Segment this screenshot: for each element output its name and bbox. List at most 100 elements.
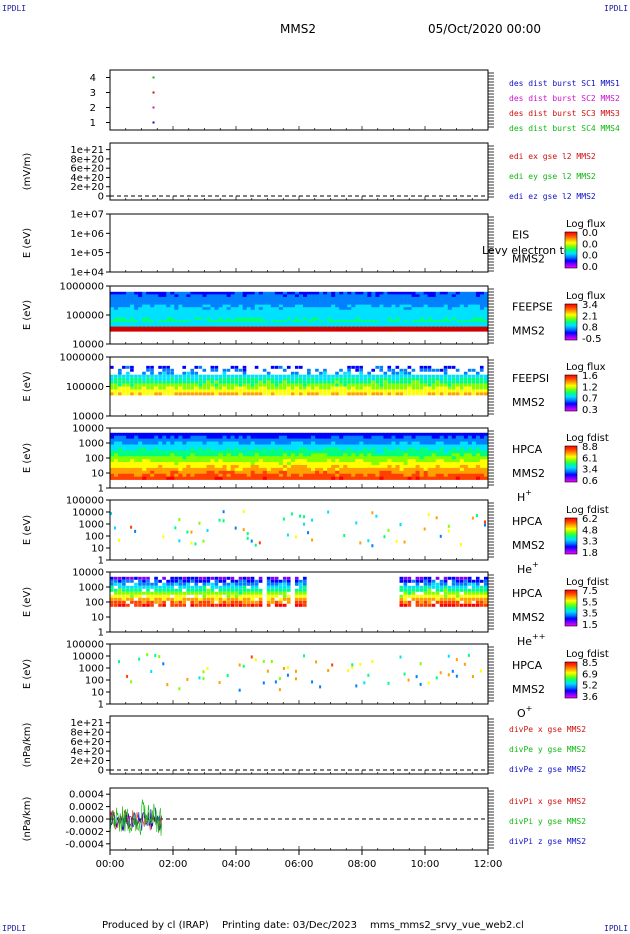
panel-hpca_he-cell	[246, 536, 249, 540]
panel-feepsi-cell	[463, 386, 468, 390]
panel-hpca_h-cell	[375, 456, 380, 460]
panel-feepse-cell	[335, 326, 340, 332]
panel-feepsi-cell	[210, 392, 215, 396]
panel-hpca_h-cell	[286, 473, 292, 477]
panel-feepse-cell	[198, 294, 203, 298]
panel-feepsi-cell	[138, 377, 142, 381]
panel-hpca_h-cell	[206, 456, 211, 460]
panel-feepse-cell	[130, 309, 135, 313]
panel-hpca_h-cell	[166, 435, 171, 439]
panel-hpca_h-cell	[126, 453, 131, 457]
panel-feepse-cell	[311, 304, 316, 308]
panel-feepsi-cell	[206, 392, 211, 396]
panel-feepse-cell	[138, 296, 143, 300]
panel-hpca_h-cell	[286, 467, 292, 472]
panel-feepse-cell	[206, 321, 211, 327]
panel-hpca_h-cell	[387, 473, 392, 477]
panel-hpca_h-cell	[250, 473, 256, 477]
panel-hpca_h-cell	[142, 453, 147, 457]
panel-hpca_h-cell	[347, 444, 352, 448]
panel-feepse-cell	[238, 309, 244, 313]
panel-feepsi-cell	[234, 374, 239, 378]
panel-hpca_h-cell	[194, 464, 199, 469]
panel-feepse-cell	[479, 309, 485, 313]
panel-feepse-cell	[158, 326, 163, 332]
panel-feepse-cell	[230, 304, 235, 308]
panel-feepsi-cell	[375, 374, 380, 378]
panel-hpca_h-cell	[447, 453, 453, 457]
panel-feepsi-cell	[463, 392, 468, 396]
panel-hpca_h-cell	[254, 438, 260, 442]
panel-feepsi-cell	[274, 380, 279, 384]
panel-feepsi-cell	[254, 380, 259, 384]
panel-feepsi-cell	[186, 377, 191, 381]
panel-feepse-cell	[206, 307, 211, 311]
panel-feepsi-cell	[359, 374, 363, 378]
panel-hpca_h-cell	[319, 467, 324, 472]
panel-hpca_h-cell	[447, 464, 453, 469]
panel-hpca_hepp-cell	[463, 600, 468, 604]
panel-hpca_hepp-cell	[443, 576, 448, 580]
panel-feepse-cell	[447, 299, 453, 303]
panel-feepse-cell	[146, 309, 151, 313]
panel-hpca_h-cell	[286, 435, 292, 439]
panel-feepsi-cell	[174, 389, 178, 393]
panel-feepse-cell	[319, 304, 324, 308]
panel-hpca_hepp-cell	[415, 582, 420, 586]
panel-hpca_h-cell	[299, 441, 304, 445]
panel-feepsi-cell	[479, 380, 484, 384]
panel-feepse-cell	[439, 312, 445, 316]
panel-feepsi-cell	[303, 392, 307, 396]
panel-feepsi-cell	[270, 380, 275, 384]
panel-hpca_h-cell	[351, 473, 356, 477]
panel-feepsi-cell	[451, 377, 456, 381]
panel-hpca_hepp-cell	[242, 579, 247, 583]
panel-feepsi-cell	[327, 383, 331, 387]
panel-hpca_hepp-cell	[202, 594, 207, 598]
panel-hpca_hepp-cell	[471, 597, 476, 601]
panel-hpca_h-cell	[443, 467, 449, 472]
panel-hpca_h-cell	[431, 476, 437, 480]
panel-hpca_hepp-cell	[110, 597, 114, 601]
panel-feepse-cell	[162, 304, 167, 308]
panel-hpca_h-cell	[395, 470, 400, 475]
panel-feepsi-cell	[238, 389, 243, 393]
panel-feepse-cell	[126, 317, 131, 321]
panel-feepse-cell	[186, 326, 191, 332]
panel-hpca_hepp-cell	[303, 603, 307, 607]
panel-feepsi-cell	[246, 386, 251, 390]
panel-hpca_o-cell	[218, 681, 221, 685]
panel-hpca_hepp-cell	[162, 594, 166, 598]
panel-hpca_h-cell	[391, 438, 396, 442]
panel-hpca_hepp-cell	[146, 597, 150, 601]
panel-feepse-cell	[158, 321, 163, 327]
panel-hpca_h-cell	[315, 438, 320, 442]
panel-hpca_hepp-cell	[158, 600, 162, 604]
panel-feepsi-cell	[142, 374, 146, 378]
panel-feepsi-cell	[146, 392, 150, 396]
panel-hpca_hepp-cell	[423, 591, 428, 595]
panel-hpca_h-cell	[162, 467, 167, 472]
panel-hpca_h-cell	[455, 453, 461, 457]
panel-feepsi-cell	[351, 383, 355, 387]
panel-hpca_hepp-cell	[254, 594, 259, 598]
panel-hpca_h-cell	[343, 450, 348, 454]
panel-feepse-cell	[335, 320, 340, 323]
panel-hpca_h-cell	[363, 447, 368, 451]
panel-hpca_h-cell	[266, 459, 272, 463]
panel-hpca_hepp-cell	[266, 579, 271, 583]
panel-hpca_hepp-cell	[427, 585, 432, 589]
panel-feepse-cell	[234, 304, 239, 308]
panel-feepse-colorbar-tick: 3.4	[582, 300, 598, 311]
panel-hpca_h-cell	[266, 470, 272, 475]
panel-hpca_h-cell	[110, 456, 115, 460]
panel-hpca_h-cell	[391, 470, 396, 475]
panel-hpca_h-cell	[282, 453, 288, 457]
panel-hpca_hepp-cell	[294, 600, 299, 604]
panel-hpca_h-cell	[351, 444, 356, 448]
panel-feepse-cell	[327, 304, 332, 308]
panel-feepse-cell	[455, 307, 461, 311]
panel-hpca_h-cell	[234, 473, 239, 477]
panel-hpca_h-cell	[315, 453, 320, 457]
panel-hpca_h-cell	[226, 473, 231, 477]
